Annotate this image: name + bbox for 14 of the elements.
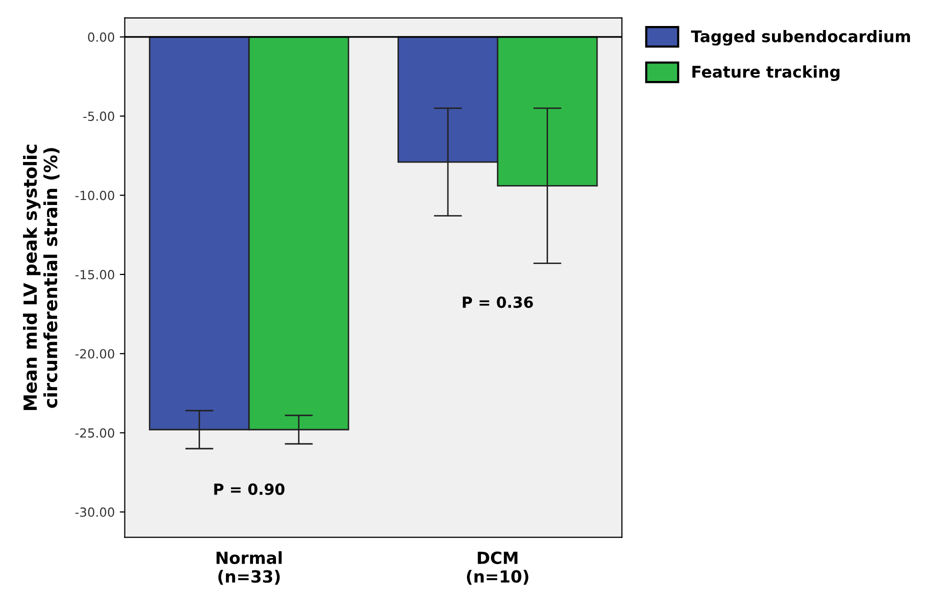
legend-label: Tagged subendocardium — [691, 30, 910, 46]
annotation: P = 0.36 — [462, 296, 533, 308]
legend-label: Feature tracking — [692, 65, 840, 82]
y-tick-label: -20.00 — [75, 349, 114, 359]
annotation: P = 0.90 — [214, 483, 284, 495]
x-tick-label: DCM (n=10) — [466, 551, 528, 585]
y-tick-label: -10.00 — [75, 190, 114, 200]
x-tick-label: Normal (n=33) — [216, 551, 282, 585]
y-tick-label: -5.00 — [83, 112, 114, 122]
y-tick-label: 0.00 — [88, 32, 114, 42]
y-tick-label: -15.00 — [75, 270, 114, 280]
y-tick-label: -30.00 — [75, 507, 114, 517]
y-axis-title: Mean mid LV peak systolic circumferential strain (%) — [23, 144, 60, 410]
y-tick-label: -25.00 — [75, 428, 114, 438]
